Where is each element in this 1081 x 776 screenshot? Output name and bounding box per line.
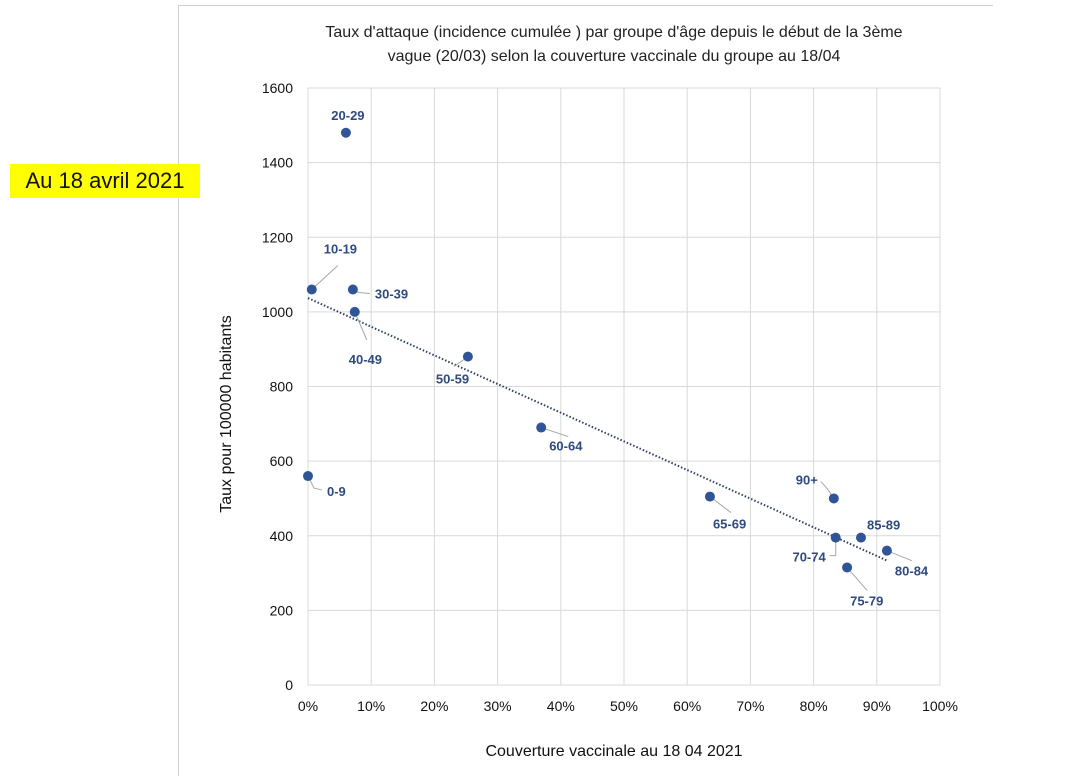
x-axis-title: Couverture vaccinale au 18 04 2021 bbox=[485, 743, 742, 760]
data-point-60-64 bbox=[536, 422, 547, 433]
data-label-65-69: 65-69 bbox=[713, 517, 746, 532]
data-point-40-49 bbox=[349, 306, 360, 317]
data-label-10-19: 10-19 bbox=[324, 241, 357, 256]
y-axis-title: Taux pour 100000 habitants bbox=[218, 315, 235, 512]
y-tick-label: 600 bbox=[270, 453, 294, 469]
x-tick-label: 70% bbox=[736, 698, 764, 714]
label-leader-line bbox=[354, 311, 368, 341]
data-label-0-9: 0-9 bbox=[327, 484, 346, 499]
x-axis-ticks: 0% 10% 20% 30% 40% 50% 60% 70% 80% 90% 100% bbox=[298, 698, 958, 714]
y-tick-label: 1000 bbox=[262, 304, 293, 320]
x-tick-label: 10% bbox=[357, 698, 385, 714]
gridlines bbox=[307, 87, 941, 686]
data-label-90+: 90+ bbox=[796, 472, 818, 487]
x-tick-label: 80% bbox=[800, 698, 828, 714]
date-badge: Au 18 avril 2021 bbox=[10, 164, 200, 198]
data-point-70-74 bbox=[830, 532, 841, 543]
label-leaders bbox=[307, 265, 913, 591]
label-leader-line bbox=[829, 537, 837, 557]
data-label-80-84: 80-84 bbox=[895, 564, 929, 579]
x-tick-label: 20% bbox=[420, 698, 448, 714]
chart-title-line-2: vague (20/03) selon la couverture vaccin… bbox=[388, 48, 841, 65]
trendline-path bbox=[307, 297, 889, 563]
label-leader-line bbox=[311, 265, 339, 290]
x-tick-label: 30% bbox=[484, 698, 512, 714]
x-tick-label: 90% bbox=[863, 698, 891, 714]
x-tick-label: 40% bbox=[547, 698, 575, 714]
data-point-20-29 bbox=[340, 127, 351, 138]
y-tick-label: 1200 bbox=[262, 229, 293, 245]
data-points bbox=[303, 127, 892, 573]
data-label-50-59: 50-59 bbox=[436, 372, 469, 387]
data-label-20-29: 20-29 bbox=[331, 108, 364, 123]
data-label-85-89: 85-89 bbox=[867, 518, 900, 533]
data-label-60-64: 60-64 bbox=[549, 439, 583, 454]
y-tick-label: 200 bbox=[270, 602, 294, 618]
data-point-50-59 bbox=[462, 351, 473, 362]
y-tick-label: 800 bbox=[270, 379, 294, 395]
trendline bbox=[307, 297, 889, 563]
x-tick-label: 0% bbox=[298, 698, 318, 714]
data-label-30-39: 30-39 bbox=[375, 286, 408, 301]
data-label-40-49: 40-49 bbox=[349, 352, 382, 367]
data-label-70-74: 70-74 bbox=[792, 550, 826, 565]
data-point-65-69 bbox=[704, 491, 715, 502]
label-leader-line bbox=[846, 567, 868, 591]
y-tick-label: 1400 bbox=[262, 155, 293, 171]
y-tick-label: 1600 bbox=[262, 80, 293, 96]
data-point-75-79 bbox=[842, 562, 853, 573]
data-point-85-89 bbox=[856, 532, 866, 543]
y-tick-label: 400 bbox=[270, 528, 294, 544]
data-label-75-79: 75-79 bbox=[850, 593, 883, 608]
data-labels: 0-9 10-19 20-29 30-39 40-49 50-59 60-64 65-69 70… bbox=[324, 108, 929, 609]
data-point-10-19 bbox=[306, 284, 317, 295]
x-tick-label: 100% bbox=[922, 698, 958, 714]
x-tick-label: 60% bbox=[673, 698, 701, 714]
x-tick-label: 50% bbox=[610, 698, 638, 714]
data-point-30-39 bbox=[347, 284, 358, 295]
data-point-0-9 bbox=[303, 471, 313, 482]
data-point-90+ bbox=[828, 493, 839, 504]
data-point-80-84 bbox=[881, 545, 892, 556]
chart-title-line-1: Taux d'attaque (incidence cumulée ) par … bbox=[325, 24, 902, 41]
y-axis-ticks: 0 200 400 600 800 1000 1200 1400 1600 bbox=[262, 80, 293, 693]
y-tick-label: 0 bbox=[285, 677, 293, 693]
chart-frame bbox=[178, 5, 993, 776]
